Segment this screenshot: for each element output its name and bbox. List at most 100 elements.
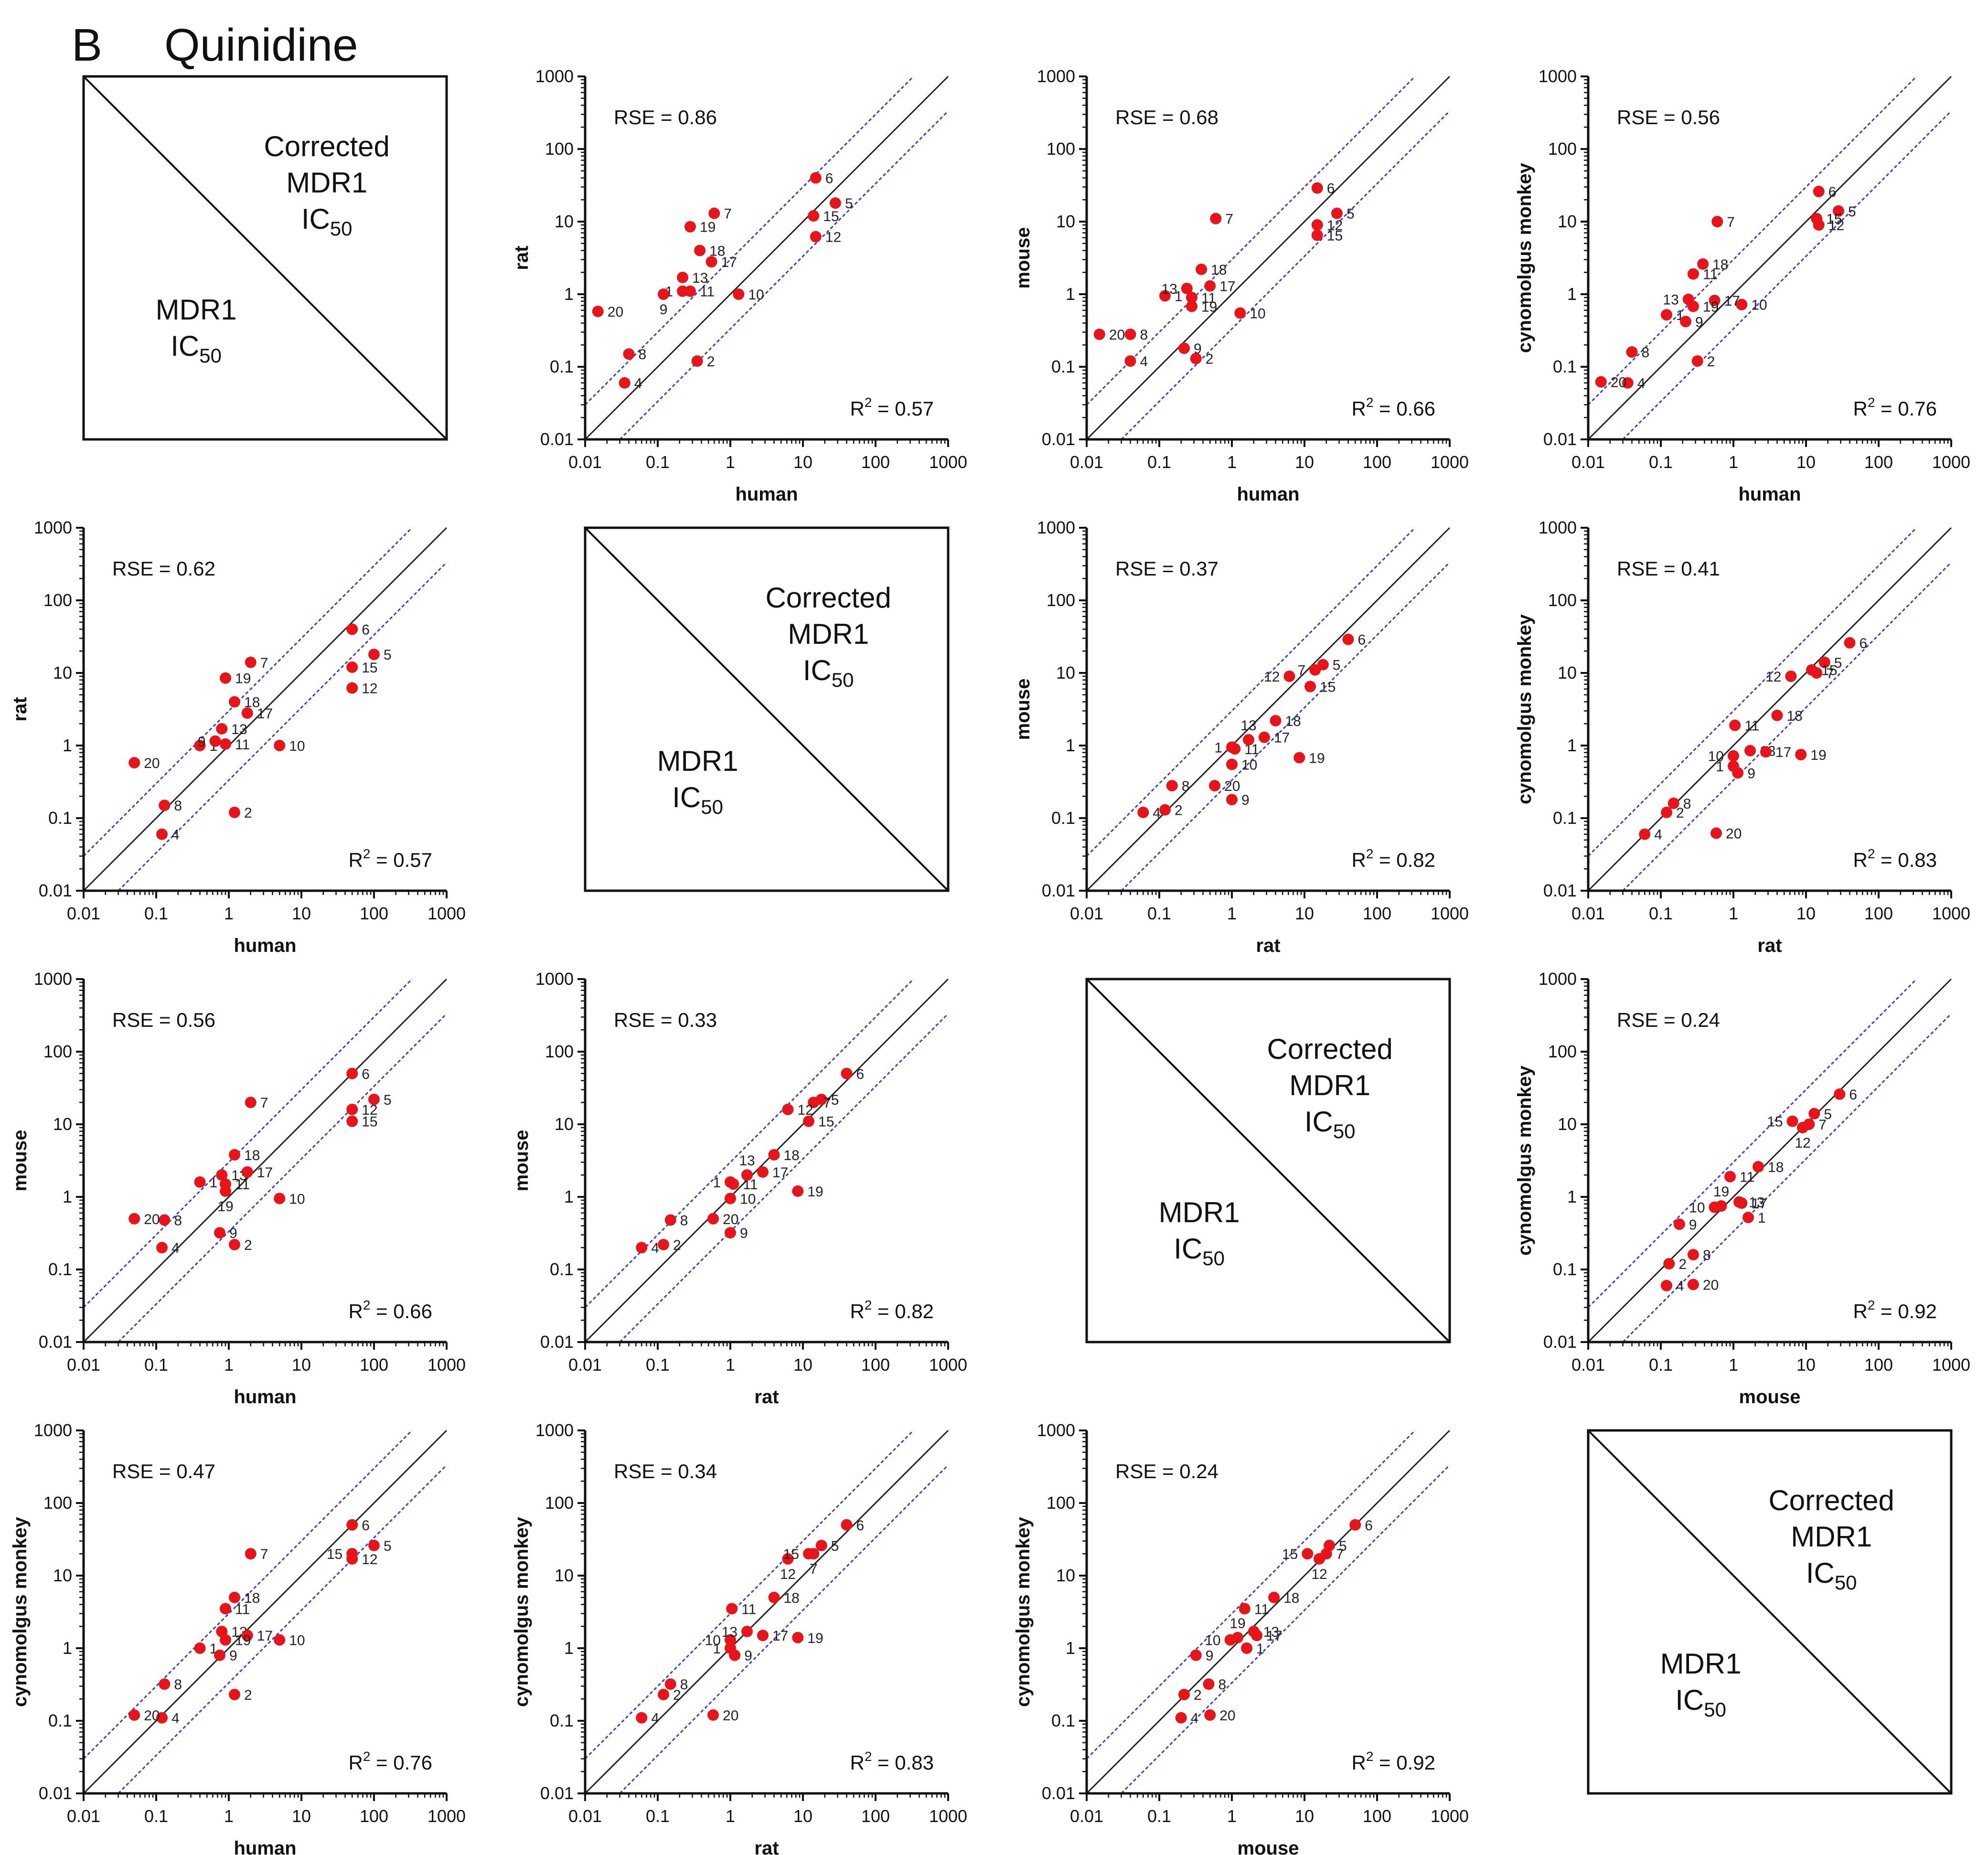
data-point	[220, 1185, 232, 1197]
corrected-label: Corrected	[264, 130, 389, 162]
point-label: 18	[1787, 708, 1803, 724]
data-point	[1673, 1218, 1685, 1230]
data-point	[156, 1242, 168, 1254]
x-axis-label: human	[1738, 484, 1801, 505]
point-label: 2	[1194, 1687, 1202, 1703]
data-point	[808, 210, 820, 222]
data-point	[1159, 804, 1171, 816]
data-point	[619, 377, 631, 389]
data-point	[1736, 299, 1748, 310]
diagonal-frame	[1587, 1429, 1953, 1795]
r2-annotation: R2 = 0.83	[850, 1749, 934, 1774]
y-tick-label: 0.1	[550, 1711, 574, 1730]
point-label: 15	[362, 1114, 377, 1130]
data-point	[1709, 295, 1721, 307]
point-label: 17	[257, 1165, 273, 1181]
scatter-panel: 0.010.010.10.111101010010010001000humanr…	[10, 518, 466, 956]
point-label: 4	[171, 827, 180, 843]
data-point	[346, 1115, 358, 1127]
x-tick-label: 1	[224, 904, 234, 923]
lower-fold-line	[619, 1464, 949, 1794]
point-label: 13	[1663, 292, 1678, 308]
data-point	[1241, 1642, 1253, 1654]
data-point	[1331, 207, 1343, 219]
data-point	[829, 197, 841, 209]
point-label: 13	[739, 1153, 755, 1169]
data-point	[592, 305, 604, 317]
data-point	[1258, 731, 1270, 743]
diagonal-panel: Corrected MDR1 IC50 MDR1 IC50	[1587, 1429, 1953, 1795]
x-tick-label: 0.1	[646, 1355, 670, 1375]
data-point	[684, 221, 696, 233]
point-label: 4	[1140, 354, 1148, 370]
x-tick-label: 0.01	[67, 1806, 100, 1826]
point-label: 7	[1826, 666, 1834, 682]
data-point	[194, 740, 206, 751]
data-point	[1691, 355, 1703, 367]
data-point	[1806, 664, 1818, 676]
y-tick-label: 1	[1066, 284, 1075, 304]
data-point	[658, 1238, 670, 1250]
data-point	[1124, 355, 1136, 367]
lower-fold-line	[1622, 1013, 1952, 1343]
x-axis-label: human	[1237, 484, 1299, 505]
data-point	[1293, 752, 1305, 764]
point-label: 19	[807, 1184, 823, 1200]
y-tick-label: 0.1	[1553, 1259, 1577, 1279]
point-label: 17	[1751, 1196, 1767, 1212]
scatter-panel: 0.01 0.01 0.1 0.1 1 1 10 10 100 100 1000 1000 rat mou…	[511, 969, 967, 1407]
x-tick-label: 1	[1729, 452, 1738, 472]
data-point	[1239, 1603, 1251, 1615]
point-label: 11	[235, 1601, 250, 1617]
point-label: 10	[1751, 298, 1767, 313]
point-label: 20	[1611, 375, 1626, 391]
y-tick-label: 0.1	[48, 1711, 72, 1730]
data-point	[346, 661, 358, 673]
data-point	[1687, 1279, 1699, 1290]
x-tick-label: 0.1	[1147, 1806, 1171, 1826]
y-tick-label: 10	[1558, 663, 1577, 682]
point-label: 4	[171, 1711, 180, 1727]
point-label: 13	[692, 270, 708, 286]
rse-annotation: RSE = 0.34	[614, 1460, 717, 1482]
data-point	[220, 1634, 232, 1646]
data-point	[1808, 1108, 1820, 1119]
point-label: 8	[174, 1213, 182, 1228]
point-label: 11	[741, 1601, 756, 1617]
data-point	[1680, 316, 1692, 328]
diagonal-panel: Corrected MDR1 IC50 MDR1 IC50	[584, 526, 950, 892]
data-point	[636, 1712, 648, 1724]
y-tick-label: 10	[1056, 663, 1075, 682]
data-point	[128, 757, 140, 768]
y-tick-label: 1	[1567, 1187, 1577, 1206]
data-point	[241, 1630, 253, 1642]
identity-line	[584, 1429, 949, 1794]
data-point	[274, 1193, 286, 1205]
point-label: 9	[660, 302, 668, 318]
point-label: 19	[1713, 1184, 1729, 1200]
y-tick-label: 10	[1056, 1566, 1075, 1585]
x-tick-label: 10	[292, 1355, 311, 1375]
x-tick-label: 1000	[1932, 1355, 1970, 1375]
point-label: 9	[1695, 314, 1703, 330]
x-tick-label: 1000	[428, 1806, 466, 1826]
point-label: 19	[217, 1199, 233, 1215]
x-tick-label: 0.01	[1070, 452, 1103, 472]
point-label: 5	[1339, 1538, 1347, 1554]
y-tick-label: 10	[555, 1566, 574, 1585]
y-axis-label: cynomolgus monkey	[1013, 1516, 1034, 1707]
upper-fold-line	[83, 1429, 413, 1759]
data-point	[658, 1689, 670, 1701]
point-label: 19	[1229, 1616, 1245, 1631]
data-point	[1626, 346, 1638, 358]
lower-fold-line	[118, 1464, 448, 1794]
diagonal-frame	[584, 526, 950, 892]
point-label: 18	[784, 1590, 800, 1606]
point-label: 12	[1311, 1567, 1327, 1582]
data-point	[194, 1176, 206, 1188]
point-label: 18	[244, 694, 260, 710]
data-point	[810, 172, 822, 184]
data-point	[1661, 1279, 1673, 1291]
data-point	[1728, 750, 1739, 762]
point-label: 6	[1849, 1087, 1857, 1103]
